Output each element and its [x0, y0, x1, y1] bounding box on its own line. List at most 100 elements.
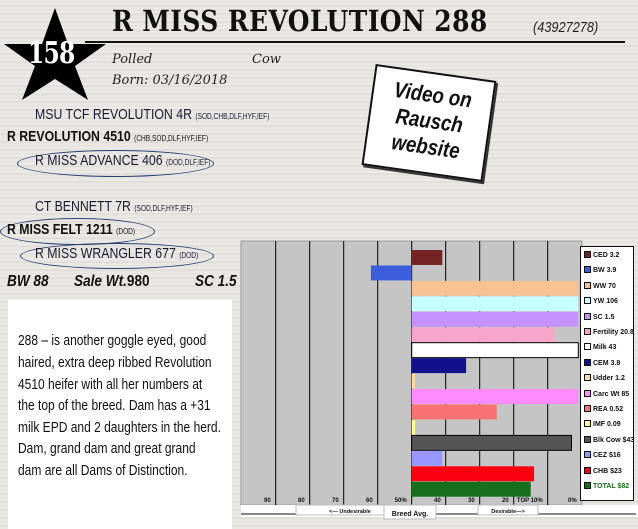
animal-name: R MISS REVOLUTION 288 [112, 4, 488, 38]
bar-chb [411, 466, 535, 482]
legend-item: Udder 1.2 [584, 374, 625, 382]
desirable-label: Desirable—> [491, 509, 524, 515]
pedigree-dam: R MISS FELT 1211 (DOD) [7, 221, 136, 238]
pedigree-sire: R REVOLUTION 4510 (CHB,SOD,DLF,HYF,IEF) [7, 128, 209, 145]
pedigree-dam-sire: CT BENNETT 7R (SOD,DLF,HYF,IEF) [35, 198, 193, 215]
tick-label: 20 [502, 498, 509, 504]
legend-item: Blk Cow $43 [584, 435, 635, 444]
legend-label: Carc Wt 85 [593, 390, 630, 398]
description-line: 4510 heifer with all her numbers at [18, 377, 203, 393]
legend-swatch [584, 405, 591, 412]
bar-bw [370, 265, 412, 281]
undesirable-label: <— Undesirable [329, 509, 371, 515]
legend-swatch [584, 328, 591, 335]
bar-ced [411, 250, 443, 265]
tick-label: 50% [395, 498, 408, 504]
description-line: dam are all Dams of Distinction. [18, 463, 188, 479]
legend-label: REA 0.52 [593, 406, 624, 413]
legend-label: SC 1.5 [593, 313, 615, 321]
sale-weight: Sale Wt.980 [74, 273, 150, 290]
legend-swatch [584, 420, 591, 428]
description-line: the top of the breed. Dam has a +31 [18, 398, 211, 414]
bar-imf [411, 419, 416, 435]
description-line: milk EPD and 2 daughters in the herd. [18, 420, 221, 436]
description-line: haired, extra deep ribbed Revolution [18, 355, 212, 371]
legend-label: WW 70 [593, 282, 616, 290]
legend-label: Udder 1.2 [593, 375, 625, 383]
legend-item: Carc Wt 85 [584, 389, 630, 398]
tick-label: 30 [468, 498, 475, 504]
legend-item: CED 3.2 [584, 251, 619, 259]
legend-label: Milk 43 [593, 344, 617, 352]
legend-swatch [584, 389, 591, 397]
legend-item: SC 1.5 [584, 312, 615, 321]
legend-item: IMF 0.09 [584, 420, 621, 428]
legend-item: BW 3.9 [584, 266, 616, 274]
bar-milk [411, 342, 579, 359]
bar-cem [411, 358, 467, 374]
scrotal: SC 1.5 [195, 273, 237, 290]
legend-swatch [584, 435, 591, 443]
legend-item: Fertility 20.8 [584, 328, 634, 336]
description-line: Dam, grand dam and great grand [18, 441, 196, 457]
dam-circle [17, 150, 214, 177]
legend-label: CEM 3.8 [593, 359, 621, 367]
sex-label: Cow [252, 52, 281, 67]
description-line: 288 – is another goggle eyed, good [18, 333, 207, 349]
pedigree-sire-dam: R MISS ADVANCE 406 (DOD,DLF,IEF) [35, 152, 211, 169]
birth-weight: BW 88 [7, 273, 49, 290]
legend-label: CEZ $16 [593, 452, 621, 460]
legend-item: CHB $23 [584, 466, 622, 475]
legend-label: Blk Cow $43 [593, 436, 635, 444]
lot-number: 158 [28, 36, 75, 71]
legend-swatch [584, 358, 591, 366]
tick-label: 60 [366, 498, 373, 504]
legend-swatch [584, 343, 591, 351]
tick-label: 90 [264, 498, 271, 504]
legend-item: CEM 3.8 [584, 358, 621, 367]
tick-label: 80 [298, 498, 305, 504]
legend-swatch [584, 312, 591, 320]
desirable-label-box [477, 504, 539, 516]
registration-number: (43927278) [533, 19, 599, 36]
tick-label: TOP 10% [517, 498, 543, 504]
legend-item: CEZ $16 [584, 451, 621, 459]
legend-item: WW 70 [584, 281, 616, 290]
legend-item: REA 0.52 [584, 405, 623, 413]
legend-item: Milk 43 [584, 343, 616, 351]
tick-label: 40 [434, 498, 441, 504]
dam-circle [20, 243, 214, 269]
legend-label: YW 106 [593, 298, 618, 306]
legend-item: TOTAL $82 [584, 482, 629, 490]
pedigree-dam-dam: R MISS WRANGLER 677 (DOD) [35, 245, 199, 262]
legend-label: Fertility 20.8 [593, 329, 634, 336]
birth-date: Born: 03/16/2018 [112, 73, 228, 88]
bar-total [411, 481, 531, 497]
legend-swatch [584, 466, 591, 474]
legend-swatch [584, 374, 591, 382]
bar-sc [411, 311, 579, 327]
legend-swatch [584, 451, 591, 459]
legend-label: CHB $23 [593, 467, 622, 475]
legend-swatch [584, 251, 591, 258]
bar-udder [411, 373, 416, 389]
legend-item: YW 106 [584, 297, 618, 305]
description-box: 288 – is another goggle eyed, good haire… [8, 300, 232, 529]
title-divider [85, 41, 625, 43]
chart-legend: CED 3.2 BW 3.9 WW 70 YW 106 SC 1.5 Fertility … [580, 246, 634, 501]
legend-swatch [584, 297, 591, 305]
legend-swatch [584, 266, 591, 274]
legend-label: IMF 0.09 [593, 421, 621, 429]
tick-label: 70 [332, 498, 339, 504]
legend-swatch [584, 482, 591, 489]
bar-fertility [411, 327, 555, 343]
tick-label: 0% [568, 498, 577, 504]
bar-cez [411, 450, 443, 466]
bar-ww [411, 280, 579, 296]
pedigree-sire-sire: MSU TCF REVOLUTION 4R (SOD,CHB,DLF,HYF,I… [35, 106, 270, 123]
breed-avg-label: Breed Avg. [392, 511, 428, 518]
breed-avg-label-box [383, 504, 437, 520]
star-icon [4, 8, 106, 100]
legend-label: TOTAL $82 [593, 483, 630, 490]
